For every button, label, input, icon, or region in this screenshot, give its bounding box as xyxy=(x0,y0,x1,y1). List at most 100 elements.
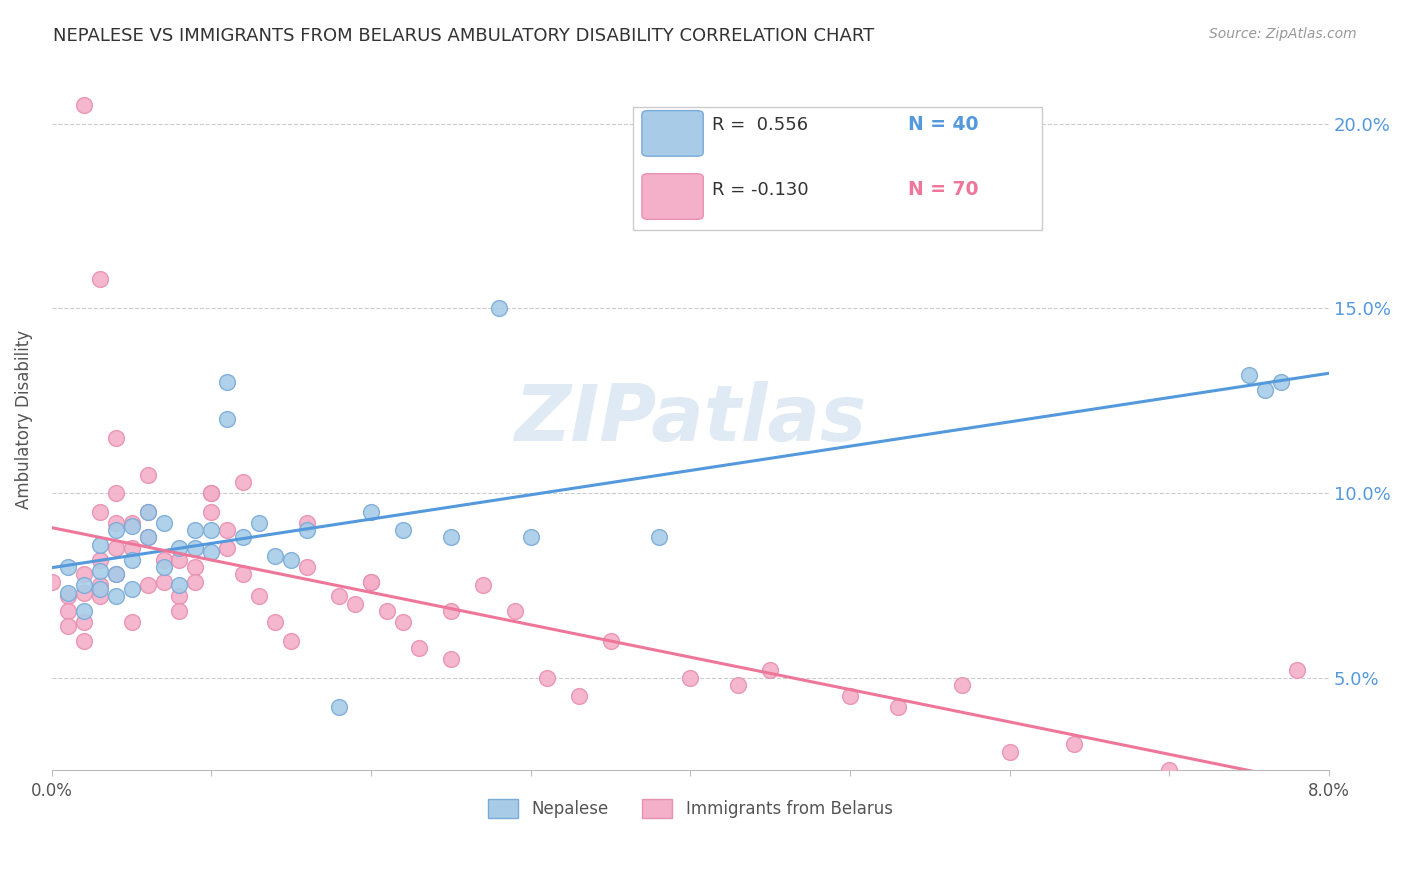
Point xyxy=(169,541,191,556)
Point xyxy=(121,552,143,566)
Point xyxy=(184,560,207,574)
Point xyxy=(679,671,702,685)
Point xyxy=(217,541,239,556)
Point xyxy=(73,615,96,630)
Point xyxy=(1286,663,1309,677)
Point xyxy=(104,523,127,537)
Point xyxy=(520,530,543,544)
Point xyxy=(104,567,127,582)
Point xyxy=(392,523,415,537)
Point xyxy=(104,486,127,500)
FancyBboxPatch shape xyxy=(643,111,703,156)
Point xyxy=(297,560,319,574)
Point xyxy=(344,597,367,611)
Point xyxy=(73,586,96,600)
Text: N = 70: N = 70 xyxy=(908,180,979,200)
Point xyxy=(41,574,63,589)
Point xyxy=(184,541,207,556)
Point xyxy=(200,486,222,500)
Point xyxy=(169,578,191,592)
Point xyxy=(121,519,143,533)
Point xyxy=(184,523,207,537)
Point xyxy=(488,301,510,316)
Point xyxy=(136,504,159,518)
Point xyxy=(759,663,782,677)
Point xyxy=(169,590,191,604)
Point xyxy=(200,523,222,537)
Point xyxy=(89,582,111,596)
Point xyxy=(73,578,96,592)
Point xyxy=(471,578,494,592)
Point xyxy=(56,604,79,618)
Point xyxy=(217,523,239,537)
Point xyxy=(56,586,79,600)
Point xyxy=(1254,383,1277,397)
Point xyxy=(104,541,127,556)
Point xyxy=(136,467,159,482)
Point xyxy=(89,538,111,552)
Point xyxy=(136,578,159,592)
Point xyxy=(104,590,127,604)
Point xyxy=(568,689,591,703)
Point xyxy=(280,633,302,648)
Point xyxy=(104,567,127,582)
Point xyxy=(121,516,143,530)
Text: NEPALESE VS IMMIGRANTS FROM BELARUS AMBULATORY DISABILITY CORRELATION CHART: NEPALESE VS IMMIGRANTS FROM BELARUS AMBU… xyxy=(53,27,875,45)
Point xyxy=(104,516,127,530)
Point xyxy=(89,504,111,518)
Point xyxy=(1063,737,1085,751)
Point xyxy=(440,652,463,666)
Point xyxy=(440,604,463,618)
Point xyxy=(73,567,96,582)
Y-axis label: Ambulatory Disability: Ambulatory Disability xyxy=(15,330,32,508)
Point xyxy=(73,633,96,648)
Point xyxy=(599,633,621,648)
Point xyxy=(950,678,973,692)
Point xyxy=(104,431,127,445)
Point xyxy=(408,641,430,656)
Point xyxy=(121,582,143,596)
Point xyxy=(89,552,111,566)
Point xyxy=(727,678,749,692)
Point xyxy=(440,530,463,544)
Point xyxy=(297,516,319,530)
Point xyxy=(89,590,111,604)
Point xyxy=(1270,376,1292,390)
Text: R = -0.130: R = -0.130 xyxy=(713,181,808,199)
Point xyxy=(536,671,558,685)
Point xyxy=(264,549,287,563)
Point xyxy=(360,574,382,589)
Point xyxy=(297,523,319,537)
Text: ZIPatlas: ZIPatlas xyxy=(515,381,866,458)
Point xyxy=(184,574,207,589)
Legend: Nepalese, Immigrants from Belarus: Nepalese, Immigrants from Belarus xyxy=(482,792,900,825)
Point xyxy=(232,475,254,489)
Point xyxy=(73,604,96,618)
Point xyxy=(217,376,239,390)
Point xyxy=(152,516,174,530)
Point xyxy=(152,560,174,574)
Point xyxy=(392,615,415,630)
Point xyxy=(1239,368,1261,382)
Point xyxy=(152,574,174,589)
Point xyxy=(200,504,222,518)
Point xyxy=(232,530,254,544)
Point xyxy=(360,574,382,589)
Point xyxy=(887,700,910,714)
Point xyxy=(121,615,143,630)
Point xyxy=(328,590,350,604)
Point xyxy=(89,578,111,592)
Point xyxy=(136,530,159,544)
Point xyxy=(169,552,191,566)
Text: N = 40: N = 40 xyxy=(908,115,979,134)
Point xyxy=(169,604,191,618)
Point xyxy=(247,516,270,530)
Point xyxy=(56,619,79,633)
Point xyxy=(200,545,222,559)
FancyBboxPatch shape xyxy=(643,174,703,219)
Point xyxy=(73,98,96,112)
Point xyxy=(1159,763,1181,777)
Point xyxy=(264,615,287,630)
Point xyxy=(647,530,669,544)
Point xyxy=(121,541,143,556)
